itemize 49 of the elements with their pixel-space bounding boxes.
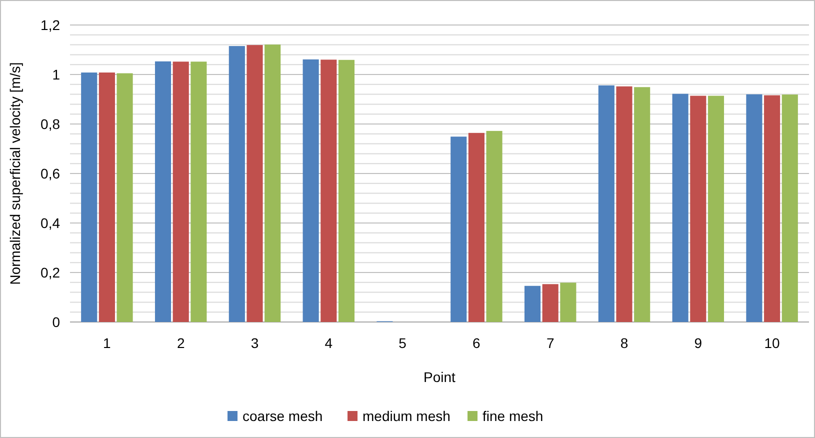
bar [486,130,502,322]
bar [320,60,337,322]
x-tick-label: 4 [324,335,333,351]
bar [708,96,724,322]
legend-label: fine mesh [482,408,544,424]
x-tick-label: 8 [620,335,628,351]
y-tick-label: 0,2 [40,264,60,280]
bar [172,62,189,322]
bar [616,86,632,322]
bar [246,45,263,322]
bar [764,95,780,322]
bar [81,72,98,322]
bar [98,72,115,322]
x-axis-title: Point [424,369,456,385]
x-tick-label: 10 [764,335,780,351]
bar [338,60,355,322]
y-tick-label: 0,4 [40,214,60,231]
legend-label: coarse mesh [242,408,323,424]
x-tick-label: 3 [250,335,259,351]
legend-label: medium mesh [362,408,450,424]
y-axis-title: Normalized superficial velocity [m/s] [7,62,23,285]
bar [524,286,541,322]
bar [468,132,484,322]
bar [450,136,467,322]
bar [782,94,798,322]
bar [154,61,172,322]
y-tick-label: 0 [52,314,60,330]
bar [690,96,706,322]
bar [560,282,576,322]
bar [672,94,688,322]
y-tick-label: 0,8 [40,116,60,132]
x-tick-label: 2 [176,335,185,351]
bar [264,44,281,322]
bar [302,59,319,322]
x-tick-label: 7 [546,335,554,351]
bar [634,87,650,322]
x-tick-label: 1 [103,335,112,351]
bar [190,62,207,322]
x-tick-label: 9 [694,335,702,351]
bar [542,284,558,322]
y-tick-label: 1 [52,66,60,82]
bar [116,73,133,322]
x-tick-label: 6 [472,335,481,351]
bar [228,46,245,322]
y-tick-label: 1,2 [40,16,60,33]
y-tick-label: 0,6 [40,165,60,182]
bar [746,94,762,322]
bar [598,85,614,322]
x-tick-label: 5 [398,335,407,351]
